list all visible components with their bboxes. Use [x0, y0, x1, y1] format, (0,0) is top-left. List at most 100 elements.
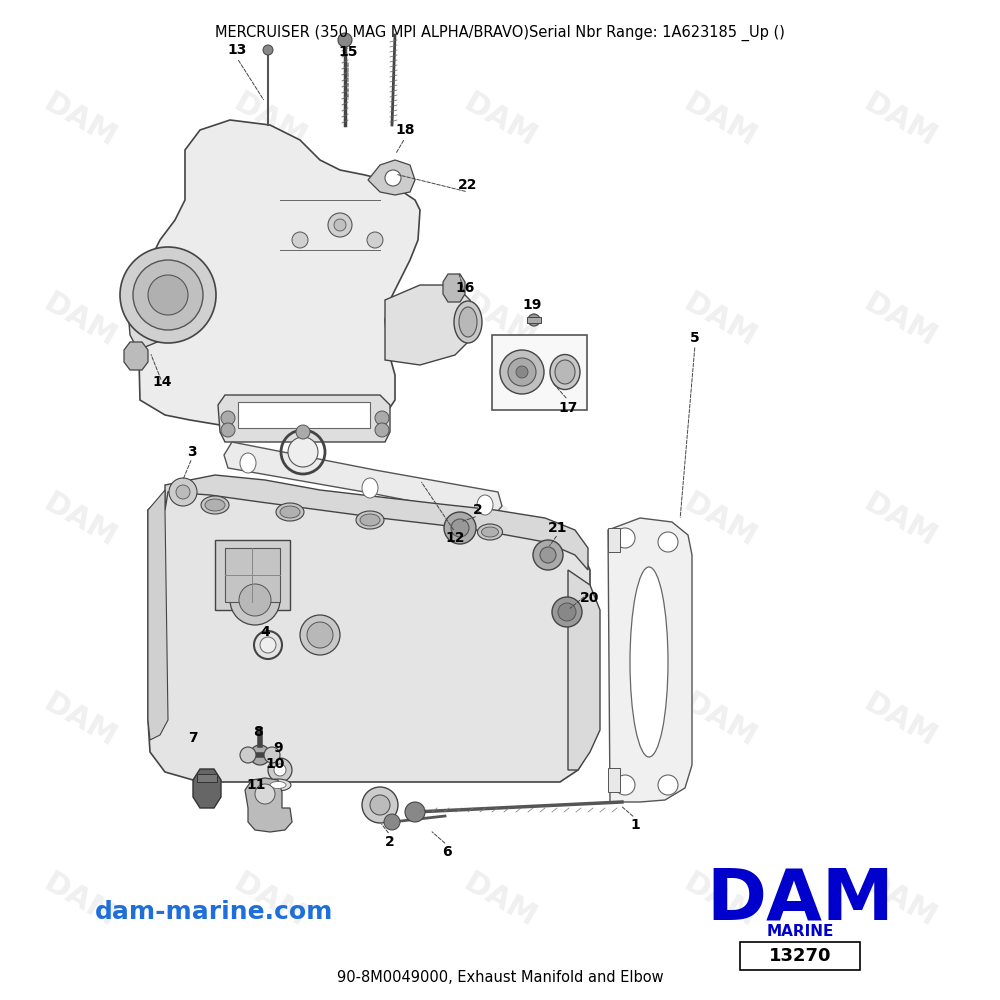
Circle shape [221, 423, 235, 437]
Circle shape [240, 747, 256, 763]
Circle shape [250, 745, 270, 765]
Circle shape [255, 784, 275, 804]
Circle shape [120, 247, 216, 343]
Bar [740, 942, 860, 970]
Text: MARINE: MARINE [766, 924, 834, 940]
Bar [492, 335, 587, 410]
Text: 13270: 13270 [769, 947, 831, 965]
Circle shape [508, 358, 536, 386]
Circle shape [328, 213, 352, 237]
Circle shape [264, 747, 280, 763]
Polygon shape [218, 395, 390, 442]
Text: DAM: DAM [228, 868, 312, 932]
Circle shape [221, 411, 235, 425]
Circle shape [451, 519, 469, 537]
Polygon shape [608, 518, 692, 802]
Polygon shape [608, 768, 620, 792]
Text: 7: 7 [188, 731, 198, 745]
Circle shape [533, 540, 563, 570]
Text: 90-8M0049000, Exhaust Manifold and Elbow: 90-8M0049000, Exhaust Manifold and Elbow [337, 970, 663, 986]
Circle shape [444, 512, 476, 544]
Circle shape [239, 584, 271, 616]
Circle shape [296, 425, 310, 439]
Circle shape [133, 260, 203, 330]
Polygon shape [148, 490, 168, 740]
Circle shape [528, 314, 540, 326]
Text: DAM: DAM [228, 688, 312, 752]
Text: 21: 21 [548, 521, 568, 535]
Polygon shape [124, 342, 148, 370]
Ellipse shape [459, 307, 477, 337]
Ellipse shape [270, 782, 286, 788]
Circle shape [338, 33, 352, 47]
Circle shape [169, 478, 197, 506]
Text: dam-marine.com: dam-marine.com [95, 900, 333, 924]
Text: DAM: DAM [706, 865, 894, 934]
Text: DAM: DAM [678, 868, 762, 932]
Circle shape [288, 437, 318, 467]
Text: DAM: DAM [678, 288, 762, 352]
Ellipse shape [477, 495, 493, 515]
Polygon shape [148, 480, 590, 782]
Circle shape [385, 170, 401, 186]
Ellipse shape [356, 511, 384, 529]
Polygon shape [215, 540, 290, 610]
Text: 1: 1 [630, 818, 640, 832]
Circle shape [230, 575, 280, 625]
Polygon shape [193, 769, 221, 808]
Ellipse shape [550, 355, 580, 389]
Circle shape [362, 787, 398, 823]
Text: 4: 4 [260, 625, 270, 639]
Circle shape [552, 597, 582, 627]
Bar [197, 774, 217, 782]
Circle shape [268, 758, 292, 782]
Text: 9: 9 [273, 741, 283, 755]
Text: DAM: DAM [38, 688, 122, 752]
Text: DAM: DAM [678, 688, 762, 752]
Polygon shape [385, 285, 475, 365]
Text: 22: 22 [458, 178, 478, 192]
Circle shape [516, 366, 528, 378]
Text: DAM: DAM [458, 488, 542, 552]
Text: 2: 2 [473, 503, 483, 517]
Circle shape [148, 275, 188, 315]
Text: DAM: DAM [858, 868, 942, 932]
Text: DAM: DAM [458, 868, 542, 932]
Text: DAM: DAM [458, 688, 542, 752]
Polygon shape [443, 274, 465, 302]
Circle shape [405, 802, 425, 822]
Text: 2: 2 [385, 835, 395, 849]
Circle shape [558, 603, 576, 621]
Ellipse shape [478, 524, 503, 540]
Circle shape [307, 622, 333, 648]
Ellipse shape [240, 453, 256, 473]
Polygon shape [128, 248, 200, 350]
Circle shape [367, 232, 383, 248]
Circle shape [500, 350, 544, 394]
Polygon shape [368, 160, 415, 195]
Text: 14: 14 [152, 375, 172, 389]
Text: DAM: DAM [38, 88, 122, 152]
Polygon shape [224, 442, 502, 517]
Circle shape [370, 795, 390, 815]
Circle shape [615, 528, 635, 548]
Ellipse shape [630, 567, 668, 757]
Ellipse shape [205, 499, 225, 511]
Polygon shape [225, 548, 280, 602]
Text: 6: 6 [442, 845, 452, 859]
Text: 13: 13 [227, 43, 247, 57]
Text: DAM: DAM [678, 488, 762, 552]
Circle shape [300, 615, 340, 655]
Circle shape [658, 532, 678, 552]
Circle shape [540, 547, 556, 563]
Circle shape [658, 775, 678, 795]
Text: DAM: DAM [458, 88, 542, 152]
Circle shape [263, 45, 273, 55]
Polygon shape [568, 570, 600, 770]
Text: 5: 5 [690, 331, 700, 345]
Polygon shape [245, 778, 292, 832]
Ellipse shape [362, 478, 378, 498]
Text: 12: 12 [445, 531, 465, 545]
Text: DAM: DAM [228, 88, 312, 152]
Circle shape [274, 764, 286, 776]
